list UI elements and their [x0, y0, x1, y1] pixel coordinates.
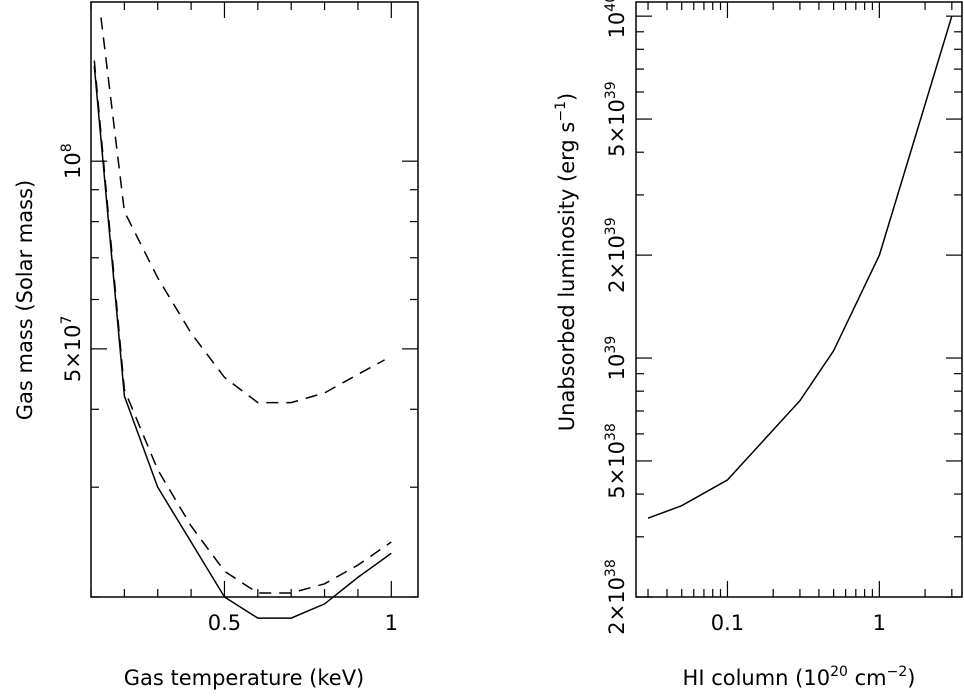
- y-tick-label-text: 108: [59, 143, 85, 179]
- y-tick-label-text: 1039: [603, 336, 629, 381]
- left-plot-frame: [90, 1, 419, 598]
- y-tick-label-text: 1040: [603, 0, 629, 38]
- y-tick-label: 5×107: [59, 316, 85, 383]
- y-tick-label-text: 5×1039: [603, 81, 629, 157]
- x-tick-label: 1: [873, 611, 886, 635]
- y-tick-label-text: 5×107: [59, 316, 85, 383]
- y-tick-label: 1039: [603, 336, 629, 381]
- y-tick-label: 5×1039: [603, 81, 629, 157]
- right-panel-luminosity: 0.1 1 2×1038 5×1038 1039 2×1039 5×1039 1040 HI c…: [553, 0, 963, 690]
- y-axis-label-group: Gas mass (Solar mass): [13, 180, 37, 420]
- x-axis-label: Gas temperature (keV): [124, 666, 365, 690]
- series-line-1: [93, 60, 392, 594]
- y-tick-label: 2×1038: [603, 559, 629, 635]
- x-tick-label: 0.5: [208, 611, 241, 635]
- right-plot-frame: [635, 1, 963, 598]
- y-axis-label: Gas mass (Solar mass): [13, 180, 37, 420]
- series-line-0: [100, 17, 385, 404]
- y-axis-label-group: Unabsorbed luminosity (erg s−1): [553, 93, 579, 431]
- y-tick-label: 1040: [603, 0, 629, 38]
- x-tick-label: 0.1: [711, 611, 744, 635]
- y-axis-label: Unabsorbed luminosity (erg s−1): [553, 93, 579, 431]
- series-line-2: [93, 66, 392, 619]
- x-axis-label: HI column (1020 cm−2): [683, 664, 916, 690]
- left-panel-gas-mass: 0.5 1 5×107 108 Gas temperature (keV) Gas mas…: [13, 1, 419, 690]
- y-tick-label-text: 2×1039: [603, 217, 629, 293]
- series-line-0: [647, 15, 953, 519]
- y-tick-label: 108: [59, 143, 85, 179]
- y-tick-label: 2×1039: [603, 217, 629, 293]
- x-tick-label: 1: [385, 611, 398, 635]
- y-tick-label-text: 5×1038: [603, 423, 629, 499]
- y-tick-label: 5×1038: [603, 423, 629, 499]
- y-tick-label-text: 2×1038: [603, 559, 629, 635]
